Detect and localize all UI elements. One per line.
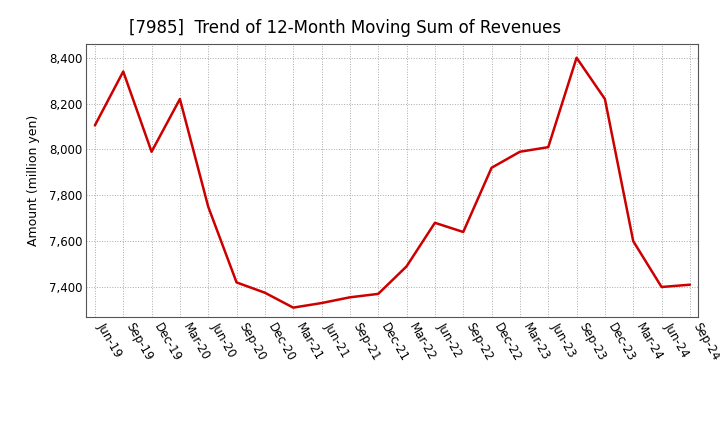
Text: [7985]  Trend of 12-Month Moving Sum of Revenues: [7985] Trend of 12-Month Moving Sum of R… xyxy=(130,19,562,37)
Y-axis label: Amount (million yen): Amount (million yen) xyxy=(27,115,40,246)
